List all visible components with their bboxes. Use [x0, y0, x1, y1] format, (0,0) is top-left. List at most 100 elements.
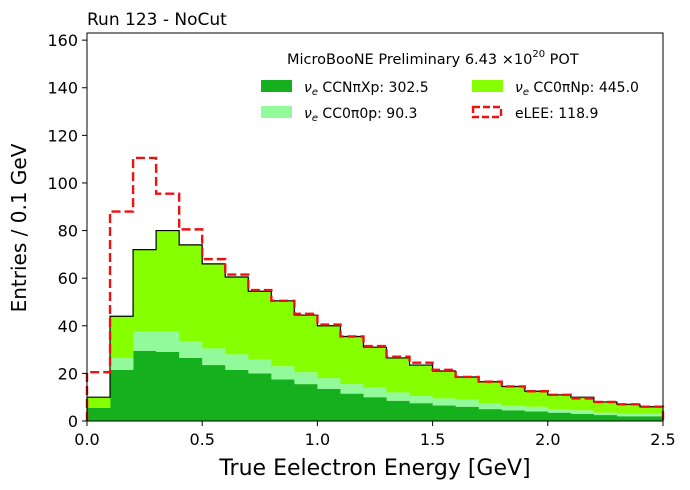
- stacked-bars: [87, 230, 664, 421]
- bar-series0-bin5: [202, 365, 226, 421]
- bar-series1-bin10: [317, 378, 341, 389]
- bar-series1-bin9: [294, 372, 318, 385]
- bar-series2-bin13: [386, 357, 410, 393]
- bar-series2-bin2: [133, 249, 157, 332]
- bar-series2-bin7: [248, 291, 272, 360]
- bar-series2-bin9: [294, 315, 318, 373]
- bar-series1-bin21: [570, 410, 595, 414]
- pot-annotation-exponent: 20: [532, 49, 545, 60]
- bar-series1-bin1: [110, 357, 134, 370]
- bar-series2-bin16: [455, 376, 480, 400]
- x-tick-label-1: 0.5: [189, 430, 214, 449]
- bar-series1-bin11: [340, 384, 364, 394]
- legend-swatch-3: [471, 105, 503, 119]
- bar-series0-bin1: [110, 369, 134, 421]
- legend-swatch-1: [472, 80, 503, 92]
- plot-frame: [86, 32, 664, 422]
- bar-series0-bin17: [478, 409, 503, 421]
- bar-series1-bin15: [432, 398, 457, 406]
- legend: νe CCNπXp: 302.5 νe CC0πNp: 445.0νe CC0π0…: [261, 80, 639, 124]
- bar-series0-bin20: [547, 412, 572, 421]
- legend-nu-0: ν: [304, 80, 312, 96]
- legend-nu-sub-2: e: [312, 113, 318, 124]
- bar-series1-bin20: [547, 409, 572, 413]
- pot-annotation-main: MicroBooNE Preliminary 6.43 ×10: [287, 52, 532, 68]
- bar-series1-bin3: [156, 331, 180, 352]
- bar-series0-bin18: [501, 410, 526, 421]
- y-tick-label-0: 0: [68, 412, 78, 431]
- bar-series0-bin10: [317, 388, 341, 421]
- bar-series0-bin16: [455, 406, 480, 421]
- bar-series2-bin6: [225, 276, 249, 355]
- bar-series2-bin23: [616, 404, 641, 414]
- y-tick-label-8: 160: [47, 31, 78, 50]
- y-tick-label-3: 60: [58, 269, 78, 288]
- bar-series1-bin2: [133, 331, 157, 351]
- elee-overlay: [85, 156, 665, 421]
- bar-series2-bin15: [432, 371, 457, 399]
- legend-text-0: CCNπXp: 302.5: [318, 80, 429, 96]
- x-tick-label-5: 2.5: [650, 430, 675, 449]
- bar-series0-bin7: [248, 373, 272, 421]
- y-tick-label-7: 140: [47, 79, 78, 98]
- bar-series0-bin3: [156, 351, 180, 421]
- bar-series2-bin14: [409, 365, 433, 397]
- bar-series2-bin12: [363, 347, 387, 388]
- bar-series0-bin8: [271, 379, 295, 421]
- bar-series2-bin22: [593, 401, 618, 413]
- chart-title: Run 123 - NoCut: [87, 10, 227, 30]
- bar-series0-bin6: [225, 369, 249, 421]
- bar-series2-bin3: [156, 230, 180, 332]
- bar-series1-bin14: [409, 396, 433, 404]
- pot-annotation-suffix: POT: [545, 52, 579, 68]
- bar-series1-bin24: [639, 413, 664, 417]
- bar-series2-bin1: [110, 316, 134, 358]
- bar-series1-bin23: [616, 413, 641, 417]
- y-tick-label-1: 20: [58, 364, 78, 383]
- y-tick-label-2: 40: [58, 317, 78, 336]
- bar-series0-bin21: [570, 413, 595, 421]
- legend-swatch-2: [261, 106, 292, 118]
- bar-series0-bin13: [386, 400, 410, 421]
- bar-series1-bin19: [524, 406, 549, 412]
- legend-text-2: CC0π0p: 90.3: [318, 106, 417, 122]
- x-tick-label-2: 1.0: [305, 430, 330, 449]
- x-axis-label: True Eelectron Energy [GeV]: [218, 456, 530, 481]
- bar-series0-bin11: [340, 393, 364, 421]
- bar-series1-bin13: [386, 392, 410, 401]
- bar-series2-bin21: [570, 397, 595, 411]
- bar-series1-bin8: [271, 366, 295, 380]
- bar-series2-bin10: [317, 325, 341, 379]
- bar-series0-bin9: [294, 384, 318, 421]
- legend-nu-2: ν: [304, 106, 312, 122]
- bar-series2-bin8: [271, 300, 295, 367]
- bar-series1-bin5: [202, 348, 226, 366]
- legend-label-0: νe CCNπXp: 302.5: [304, 80, 429, 98]
- legend-nu-sub-1: e: [523, 87, 529, 98]
- bar-series0-bin15: [432, 405, 457, 421]
- bar-series0-bin14: [409, 403, 433, 421]
- bar-series1-bin7: [248, 359, 272, 374]
- bar-series1-bin16: [455, 399, 480, 407]
- bar-series2-bin18: [501, 386, 526, 406]
- legend-nu-1: ν: [515, 80, 523, 96]
- bar-series0-bin2: [133, 350, 157, 421]
- bar-series0-bin24: [639, 416, 664, 421]
- bar-series0-bin4: [179, 357, 203, 421]
- legend-label-1: νe CC0πNp: 445.0: [515, 80, 639, 98]
- bar-series1-bin22: [593, 412, 618, 416]
- elee-step-line: [85, 156, 665, 421]
- bar-series1-bin6: [225, 354, 249, 370]
- bar-series1-bin17: [478, 403, 503, 410]
- legend-text-1: CC0πNp: 445.0: [529, 80, 639, 96]
- x-tick-label-4: 2.0: [535, 430, 560, 449]
- x-tick-label-0: 0.0: [74, 430, 99, 449]
- bar-series2-bin4: [179, 244, 203, 342]
- bar-series2-bin17: [478, 381, 503, 404]
- bar-series1-bin4: [179, 341, 203, 358]
- pot-annotation: MicroBooNE Preliminary 6.43 ×1020 POT: [287, 49, 579, 68]
- bar-series0-bin12: [363, 397, 387, 421]
- bar-series2-bin24: [639, 406, 664, 414]
- y-tick-label-6: 120: [47, 126, 78, 145]
